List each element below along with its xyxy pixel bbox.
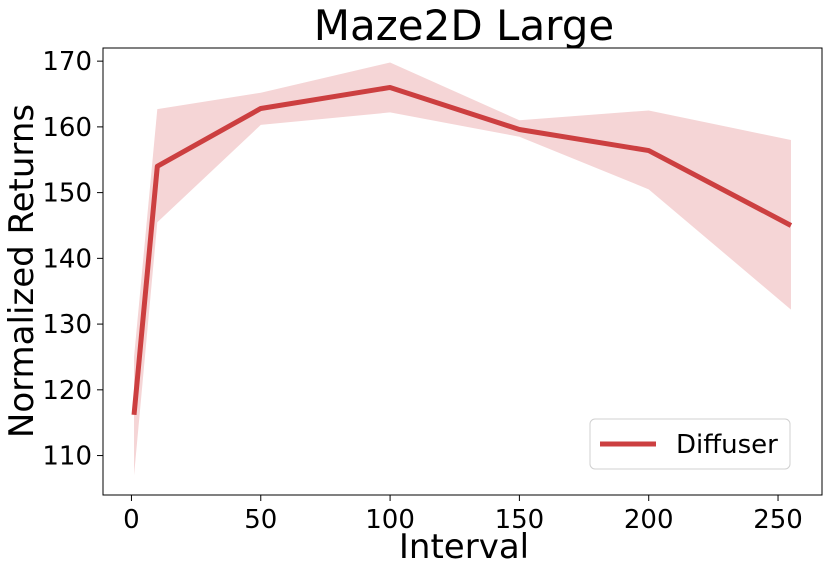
y-axis-ticks: 110 120 130 140 150 160 170 bbox=[42, 47, 103, 472]
y-tick-label: 110 bbox=[42, 442, 92, 472]
y-axis-label: Normalized Returns bbox=[2, 104, 42, 438]
legend: Diffuser bbox=[589, 418, 791, 470]
confidence-bands bbox=[134, 62, 791, 476]
legend-label: Diffuser bbox=[676, 430, 778, 460]
plot-frame bbox=[102, 47, 823, 496]
series-lines bbox=[131, 84, 793, 416]
legend-box bbox=[589, 418, 791, 470]
y-tick-label: 130 bbox=[42, 310, 92, 340]
series-line-0 bbox=[131, 84, 793, 416]
confidence-band-0 bbox=[134, 62, 791, 476]
x-axis-ticks: 0 50 100 150 200 250 bbox=[123, 495, 803, 535]
x-tick-label: 0 bbox=[123, 505, 140, 535]
y-tick-label: 170 bbox=[42, 47, 92, 77]
y-tick-label: 150 bbox=[42, 179, 92, 209]
x-tick-label: 50 bbox=[244, 505, 277, 535]
y-tick-label: 140 bbox=[42, 244, 92, 274]
chart-title: Maze2D Large bbox=[314, 1, 614, 50]
y-tick-label: 120 bbox=[42, 376, 92, 406]
x-tick-label: 100 bbox=[365, 505, 415, 535]
x-axis-label: Interval bbox=[399, 527, 529, 567]
x-tick-label: 200 bbox=[624, 505, 674, 535]
x-tick-label: 250 bbox=[753, 505, 803, 535]
y-tick-label: 160 bbox=[42, 113, 92, 143]
x-tick-label: 150 bbox=[495, 505, 545, 535]
